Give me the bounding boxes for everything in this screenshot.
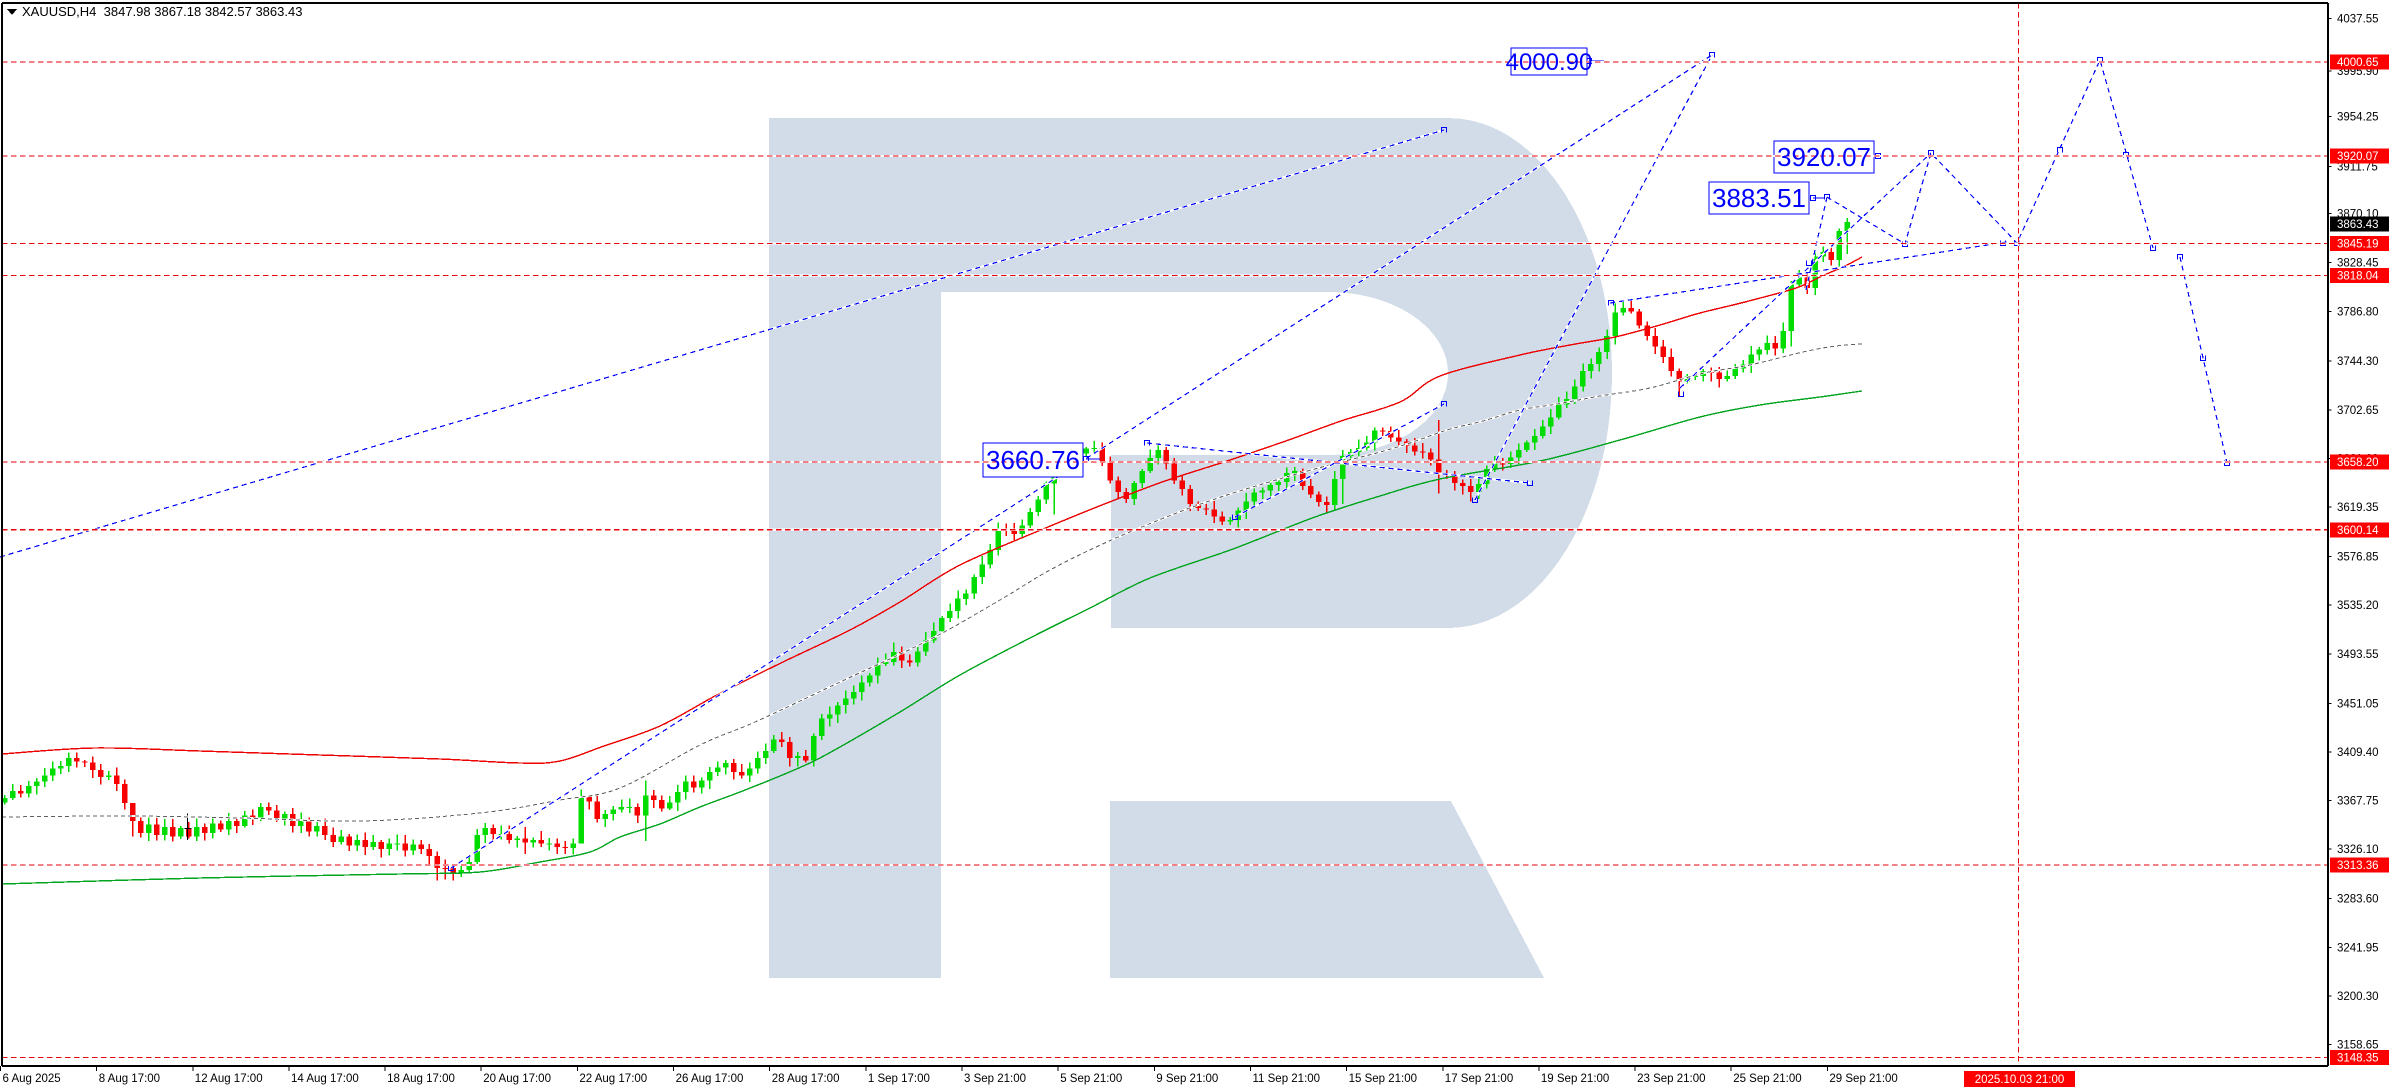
svg-text:XAUUSD,H4 3847.98 3867.18 384: XAUUSD,H4 3847.98 3867.18 3842.57 3863.4… — [22, 4, 302, 19]
svg-text:3920.07: 3920.07 — [1777, 142, 1871, 172]
svg-text:26 Aug 17:00: 26 Aug 17:00 — [676, 1073, 744, 1085]
svg-text:6 Aug 2025: 6 Aug 2025 — [3, 1073, 61, 1085]
svg-text:9 Sep 21:00: 9 Sep 21:00 — [1156, 1073, 1218, 1085]
svg-text:3744.30: 3744.30 — [2337, 356, 2379, 368]
svg-text:3200.30: 3200.30 — [2337, 991, 2379, 1003]
svg-text:3283.60: 3283.60 — [2337, 894, 2379, 906]
svg-text:3619.35: 3619.35 — [2337, 502, 2379, 514]
svg-text:3920.07: 3920.07 — [2337, 151, 2379, 163]
svg-text:3313.36: 3313.36 — [2337, 860, 2379, 872]
svg-text:3828.45: 3828.45 — [2337, 258, 2379, 270]
svg-text:8 Aug 17:00: 8 Aug 17:00 — [99, 1073, 160, 1085]
svg-text:3600.14: 3600.14 — [2337, 525, 2379, 537]
svg-text:3535.20: 3535.20 — [2337, 600, 2379, 612]
svg-text:3148.35: 3148.35 — [2337, 1053, 2379, 1065]
svg-text:3883.51: 3883.51 — [1712, 183, 1806, 213]
svg-text:3658.20: 3658.20 — [2337, 457, 2379, 469]
svg-text:3451.05: 3451.05 — [2337, 698, 2379, 710]
svg-text:20 Aug 17:00: 20 Aug 17:00 — [483, 1073, 551, 1085]
svg-text:5 Sep 21:00: 5 Sep 21:00 — [1060, 1073, 1122, 1085]
svg-text:3954.25: 3954.25 — [2337, 112, 2379, 124]
svg-text:25 Sep 21:00: 25 Sep 21:00 — [1733, 1073, 1801, 1085]
svg-text:3911.75: 3911.75 — [2337, 162, 2378, 174]
svg-text:17 Sep 21:00: 17 Sep 21:00 — [1445, 1073, 1513, 1085]
svg-text:3786.80: 3786.80 — [2337, 307, 2379, 319]
svg-text:18 Aug 17:00: 18 Aug 17:00 — [387, 1073, 455, 1085]
svg-text:3863.43: 3863.43 — [2337, 219, 2379, 231]
svg-text:3326.10: 3326.10 — [2337, 844, 2379, 856]
svg-text:1 Sep 17:00: 1 Sep 17:00 — [868, 1073, 930, 1085]
svg-text:3845.19: 3845.19 — [2337, 239, 2379, 251]
svg-text:3818.04: 3818.04 — [2337, 271, 2379, 283]
svg-text:3 Sep 21:00: 3 Sep 21:00 — [964, 1073, 1026, 1085]
svg-text:3660.76: 3660.76 — [986, 445, 1080, 475]
svg-text:22 Aug 17:00: 22 Aug 17:00 — [579, 1073, 647, 1085]
svg-text:3702.65: 3702.65 — [2337, 405, 2379, 417]
svg-text:28 Aug 17:00: 28 Aug 17:00 — [772, 1073, 840, 1085]
svg-text:3158.65: 3158.65 — [2337, 1040, 2379, 1052]
svg-text:15 Sep 21:00: 15 Sep 21:00 — [1349, 1073, 1417, 1085]
svg-text:14 Aug 17:00: 14 Aug 17:00 — [291, 1073, 359, 1085]
svg-text:4000.90: 4000.90 — [1506, 49, 1593, 76]
svg-text:3576.85: 3576.85 — [2337, 552, 2379, 564]
svg-text:2025.10.03 21:00: 2025.10.03 21:00 — [1975, 1074, 2065, 1086]
svg-text:3367.75: 3367.75 — [2337, 796, 2379, 808]
svg-text:3493.55: 3493.55 — [2337, 649, 2379, 661]
svg-text:19 Sep 21:00: 19 Sep 21:00 — [1541, 1073, 1609, 1085]
svg-text:4000.65: 4000.65 — [2337, 57, 2379, 69]
svg-text:11 Sep 21:00: 11 Sep 21:00 — [1253, 1073, 1321, 1085]
svg-text:29 Sep 21:00: 29 Sep 21:00 — [1829, 1073, 1897, 1085]
svg-text:4037.55: 4037.55 — [2337, 14, 2379, 26]
svg-text:3409.40: 3409.40 — [2337, 747, 2379, 759]
svg-text:12 Aug 17:00: 12 Aug 17:00 — [195, 1073, 263, 1085]
svg-text:3241.95: 3241.95 — [2337, 942, 2379, 954]
svg-text:23 Sep 21:00: 23 Sep 21:00 — [1637, 1073, 1705, 1085]
